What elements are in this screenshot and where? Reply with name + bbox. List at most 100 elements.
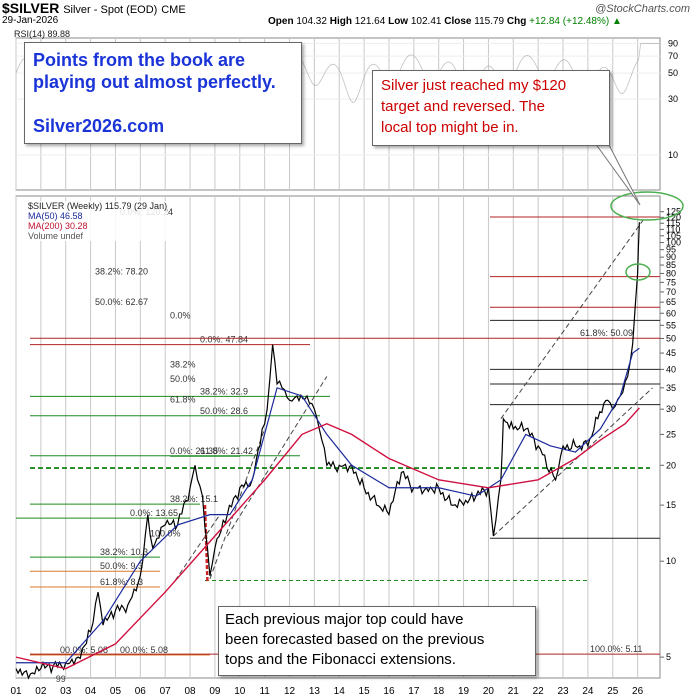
x-tick-label: 08 [184, 686, 196, 697]
x-tick-label: 26 [632, 686, 644, 697]
x-tick-label: 21 [508, 686, 520, 697]
open-label: Open [268, 16, 294, 27]
y-tick-label: 15 [666, 500, 676, 510]
price-series [15, 222, 640, 680]
y-tick-label: 80 [666, 268, 676, 278]
trend-channel-line [500, 217, 646, 420]
target-callout-pointer [594, 142, 641, 206]
trend-channel-line [174, 514, 221, 581]
fib-level-label: 38.2%: 10.3 [100, 547, 148, 557]
x-tick-label: 04 [85, 686, 97, 697]
x-tick-label: 13 [309, 686, 321, 697]
legend-price: $SILVER (Weekly) 115.79 (29 Jan) [28, 201, 168, 211]
ohlc-readout: Open 104.32 High 121.64 Low 102.41 Close… [268, 16, 622, 27]
y-tick-label: 65 [666, 297, 676, 307]
chg-value: +12.84 (+12.48%) [529, 16, 610, 27]
rsi-label: RSI(14) 89.88 [14, 29, 71, 39]
fib-level-label: 50.0% [170, 374, 196, 384]
fib-level-label: 0.0%: 47.84 [200, 335, 248, 345]
forecast-note: Each previous major top could have been … [218, 606, 536, 676]
fib-level-label: 61.8%: 50.09 [580, 328, 633, 338]
open-value: 104.32 [296, 16, 327, 27]
fib-level-label: 38.2%: 32.9 [200, 386, 248, 396]
y-tick-label: 125 [666, 207, 681, 217]
y-tick-label: 70 [666, 287, 676, 297]
crash-arrow [203, 505, 209, 583]
x-tick-label: 02 [35, 686, 47, 697]
upper-tick-label: 50 [668, 68, 678, 78]
fib-level-label: 61.8%: 8.3 [100, 577, 143, 587]
y-tick-label: 55 [666, 320, 676, 330]
x-tick-label: 11 [259, 686, 270, 697]
fib-level-label: 0.0%: 13.65 [130, 508, 178, 518]
y-tick-label: 10 [666, 556, 676, 566]
y-tick-label: 120 [666, 212, 681, 222]
forecast-note-line1: Each previous major top could have [225, 611, 464, 628]
chart-legend: $SILVER (Weekly) 115.79 (29 Jan) MA(50) … [28, 201, 168, 241]
fib-level-label: 100.0% [150, 528, 181, 538]
fib-level-label: 00.0%: 5.08 [60, 645, 108, 655]
forecast-note-text: Each previous major top could have been … [225, 610, 484, 670]
y-tick-label: 20 [666, 460, 676, 470]
chg-label: Chg [506, 16, 527, 27]
close-value: 115.79 [474, 16, 505, 27]
fib-level-label: 38.2%: 78.20 [95, 267, 148, 277]
upper-tick-label: 90 [668, 38, 678, 48]
upper-tick-label: 30 [668, 94, 678, 104]
fib-level-label: 100.0%: 5.11 [590, 644, 642, 654]
ma200-series [15, 407, 640, 670]
x-tick-label: 23 [557, 686, 569, 697]
top-highlight-ellipse [610, 191, 684, 221]
high-label: High [329, 16, 352, 27]
legend-ma200: MA(200) 30.28 [28, 221, 88, 231]
fib-level-label: 50.0%: 62.67 [95, 297, 148, 307]
x-tick-label: 07 [160, 686, 172, 697]
y-tick-label: 40 [666, 364, 676, 374]
x-tick-label: 17 [408, 686, 420, 697]
x-tick-label: 22 [533, 686, 545, 697]
chg-up-icon: ▲ [611, 16, 622, 27]
target-note-text: Silver just reached my $120 target and r… [381, 75, 566, 138]
book-note-text: Points from the book are playing out alm… [33, 49, 276, 93]
exchange: CME [161, 4, 186, 16]
symbol-subtitle: Silver - Spot (EOD) [63, 4, 158, 16]
chart-header: $SILVER Silver - Spot (EOD) CME 29-Jan-2… [0, 0, 700, 30]
fib-level-label: 38.2%: 15.1 [170, 494, 218, 504]
y-tick-label: 100 [666, 238, 681, 248]
x-tick-label: 10 [234, 686, 246, 697]
x-tick-label: 19 [458, 686, 470, 697]
y-tick-label: 90 [666, 252, 676, 262]
y-tick-label: 30 [666, 404, 676, 414]
fib-level-label: 00.0%: 5.08 [120, 645, 168, 655]
y-tick-label: 35 [666, 383, 676, 393]
forecast-note-line2: been forecasted based on the previous [225, 631, 485, 648]
x-tick-label: 06 [135, 686, 147, 697]
y-tick-label: 60 [666, 308, 676, 318]
close-label: Close [444, 16, 472, 27]
fib-level-label: 50.0%: 28.6 [200, 406, 248, 416]
y-tick-label: 95 [666, 245, 676, 255]
symbol: $SILVER [2, 0, 60, 16]
fib-level-label: 61.8% [170, 395, 196, 405]
book-note-line1: Points from the book are [33, 50, 246, 70]
y-tick-label: 110 [666, 224, 680, 234]
stockcharts-logo: @StockCharts.com [595, 3, 690, 15]
fib-level-label: 61.8%: 21.42 [200, 446, 253, 456]
upper-tick-label: 70 [668, 51, 678, 61]
trend-channel-line [493, 387, 653, 537]
low-label: Low [388, 16, 409, 27]
x-tick-label: 16 [383, 686, 395, 697]
symbol-title: $SILVER Silver - Spot (EOD) CME [2, 0, 186, 16]
site-link[interactable]: Silver2026.com [33, 116, 165, 136]
x-tick-label: 25 [607, 686, 619, 697]
trend-channel-line [209, 428, 266, 580]
legend-volume: Volume undef [28, 231, 84, 241]
fib-level-label: 0.0% [170, 310, 191, 320]
x-tick-label: 12 [284, 686, 296, 697]
x-tick-label: 14 [334, 686, 346, 697]
fib-highlight-ellipse [625, 263, 651, 281]
y-tick-label: 25 [666, 429, 676, 439]
y-tick-label: 85 [666, 260, 676, 270]
fib-level-label: 50.0%: 9.3 [100, 561, 143, 571]
low-value: 102.41 [410, 16, 442, 27]
